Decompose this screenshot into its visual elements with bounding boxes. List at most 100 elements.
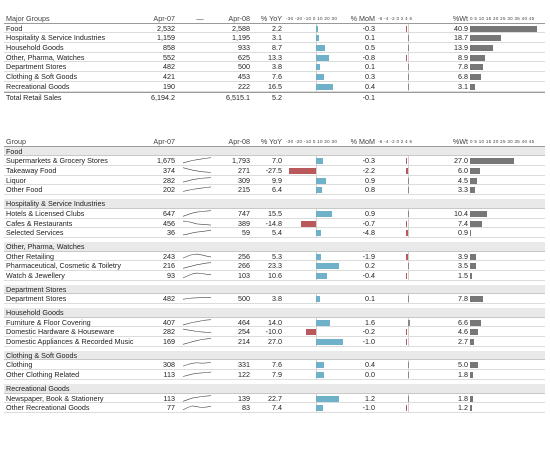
- mom-bar: [408, 45, 409, 52]
- table-row[interactable]: Hotels & Licensed Clubs 647 747 15.5 0.9 10.4: [4, 208, 545, 219]
- zero-axis: [408, 403, 409, 413]
- yoy-bar: [316, 272, 327, 279]
- row-apr08: 309: [238, 175, 250, 185]
- zero-axis: [408, 156, 409, 166]
- row-yoy: -14.8: [265, 218, 282, 228]
- row-mom: 1.6: [365, 317, 375, 327]
- sparkline-path: [182, 297, 212, 300]
- zero-axis: [408, 337, 409, 347]
- sparkline-path: [182, 229, 212, 236]
- header-yoy: % YoY: [260, 14, 282, 23]
- sparkline: [182, 253, 212, 258]
- sparkline: [182, 338, 212, 345]
- table-row[interactable]: Supermarkets & Grocery Stores 1,675 1,793 7…: [4, 156, 545, 167]
- sparkline-path: [182, 394, 212, 402]
- row-name: Household Goods: [6, 43, 64, 53]
- row-apr07: 456: [163, 218, 175, 228]
- mom-bar: [406, 272, 407, 279]
- table-row[interactable]: Liquor 282 309 9.9 0.9 4.5: [4, 175, 545, 186]
- row-apr08: 215: [238, 185, 250, 195]
- row-apr08: 1,793: [232, 156, 250, 166]
- yoy-bar: [316, 210, 332, 217]
- yoy-bar: [316, 319, 330, 326]
- zero-axis: [408, 251, 409, 261]
- zero-axis: [408, 23, 409, 33]
- header-mom: % MoM: [350, 14, 375, 23]
- row-wt: 6.6: [458, 317, 468, 327]
- table-row[interactable]: Recreational Goods 190 222 16.5 0.4 3.1: [4, 81, 545, 92]
- table-row[interactable]: Newspaper, Book & Stationery 113 139 22.7 1.…: [4, 393, 545, 404]
- row-apr08: 222: [238, 81, 250, 91]
- yoy-bar: [306, 329, 316, 336]
- row-name: Furniture & Floor Covering: [6, 317, 91, 327]
- mom-bar: [408, 263, 409, 270]
- group-detail-table: Group Apr-07 Apr-08 % YoY -30 -20 -10 0 10 2…: [4, 137, 545, 413]
- table-header: Major Groups Apr-07 — Apr-08 % YoY -30 -20 -1…: [4, 14, 545, 24]
- header-apr08: Apr-08: [228, 137, 250, 146]
- yoy-bar: [316, 158, 323, 165]
- wt-bar: [470, 177, 478, 184]
- table-row[interactable]: Takeaway Food 374 271 -27.5 -2.2 6.0: [4, 166, 545, 176]
- table-row[interactable]: Department Stores 482 500 3.8 0.1 7.8: [4, 294, 545, 304]
- yoy-bar: [301, 220, 316, 227]
- table-row[interactable]: Other, Pharma, Watches 552 625 13.3 -0.8 8.9: [4, 52, 545, 63]
- table-row[interactable]: Selected Services 36 59 5.4 -4.8 0.9: [4, 228, 545, 238]
- yoy-bar: [316, 83, 333, 90]
- row-apr07: 421: [163, 72, 175, 82]
- yoy-bar: [316, 74, 324, 81]
- row-apr07: 552: [163, 52, 175, 62]
- table-row[interactable]: Clothing & Soft Goods 421 453 7.6 0.3 6.8: [4, 72, 545, 82]
- wt-bar: [470, 187, 476, 194]
- group-header: Household Goods: [4, 308, 545, 318]
- table-row[interactable]: Department Stores 482 500 3.8 0.1 7.8: [4, 62, 545, 73]
- row-mom: 0.1: [365, 294, 375, 304]
- wt-scale: 0 5 10 15 20 25 30 35 40 45: [470, 16, 535, 21]
- yoy-bar: [316, 54, 330, 61]
- wt-bar: [470, 253, 477, 260]
- table-row[interactable]: Pharmaceutical, Cosmetic & Toiletry 216 26…: [4, 261, 545, 271]
- yoy-bar: [316, 395, 339, 402]
- sparkline-path: [182, 187, 212, 193]
- wt-bar: [470, 158, 515, 165]
- sparkline-path: [182, 262, 212, 269]
- table-row[interactable]: Watch & Jewellery 93 103 10.6 -0.4 1.5: [4, 270, 545, 281]
- row-apr07: 113: [163, 370, 175, 380]
- table-row[interactable]: Domestic Appliances & Recorded Music 169 2…: [4, 337, 545, 347]
- row-apr07: 407: [163, 317, 175, 327]
- mom-bar: [408, 395, 409, 402]
- table-row[interactable]: Other Recreational Goods 77 83 7.4 -1.0 1.2: [4, 403, 545, 413]
- table-row[interactable]: Other Food 202 215 6.4 0.8 3.3: [4, 185, 545, 196]
- row-mom: -0.2: [362, 327, 375, 337]
- row-apr08: 389: [238, 218, 250, 228]
- row-wt: 10.4: [454, 208, 468, 218]
- group-title: Household Goods: [6, 308, 64, 317]
- sparkline: [182, 167, 212, 173]
- header-apr07: Apr-07: [153, 14, 175, 23]
- wt-bar: [470, 263, 476, 270]
- wt-bar: [470, 64, 483, 71]
- table-row[interactable]: Household Goods 858 933 8.7 0.5 13.9: [4, 43, 545, 53]
- table-row[interactable]: Other Retailing 243 256 5.3 -1.9 3.9: [4, 251, 545, 262]
- row-apr07: 282: [163, 327, 175, 337]
- table-row[interactable]: Domestic Hardware & Houseware 282 254 -10.0…: [4, 327, 545, 338]
- row-yoy: 16.5: [268, 81, 282, 91]
- yoy-bar: [316, 263, 340, 270]
- yoy-bar: [288, 168, 316, 175]
- table-row[interactable]: Cafes & Restaurants 456 389 -14.8 -0.7 7.4: [4, 218, 545, 229]
- table-row[interactable]: Clothing 308 331 7.6 0.4 5.0: [4, 360, 545, 371]
- row-name: Hospitality & Service Industries: [6, 33, 106, 43]
- row-yoy: 10.6: [268, 270, 282, 280]
- row-apr07: 77: [167, 403, 175, 413]
- row-yoy: 7.0: [272, 156, 282, 166]
- total-yoy: 5.2: [272, 92, 282, 102]
- row-mom: -1.9: [362, 251, 375, 261]
- row-wt: 0.9: [458, 228, 468, 238]
- row-mom: 0.8: [365, 185, 375, 195]
- wt-bar: [470, 74, 482, 81]
- table-row[interactable]: Hospitality & Service Industries 1,159 1,1…: [4, 33, 545, 44]
- table-row[interactable]: Food 2,532 2,588 2.2 -0.3 40.9: [4, 23, 545, 34]
- table-row[interactable]: Other Clothing Related 113 122 7.9 0.0 1.8: [4, 370, 545, 380]
- sparkline: [182, 405, 212, 411]
- table-row[interactable]: Furniture & Floor Covering 407 464 14.0 1.6 6…: [4, 317, 545, 328]
- total-apr07: 6,194.2: [151, 92, 175, 102]
